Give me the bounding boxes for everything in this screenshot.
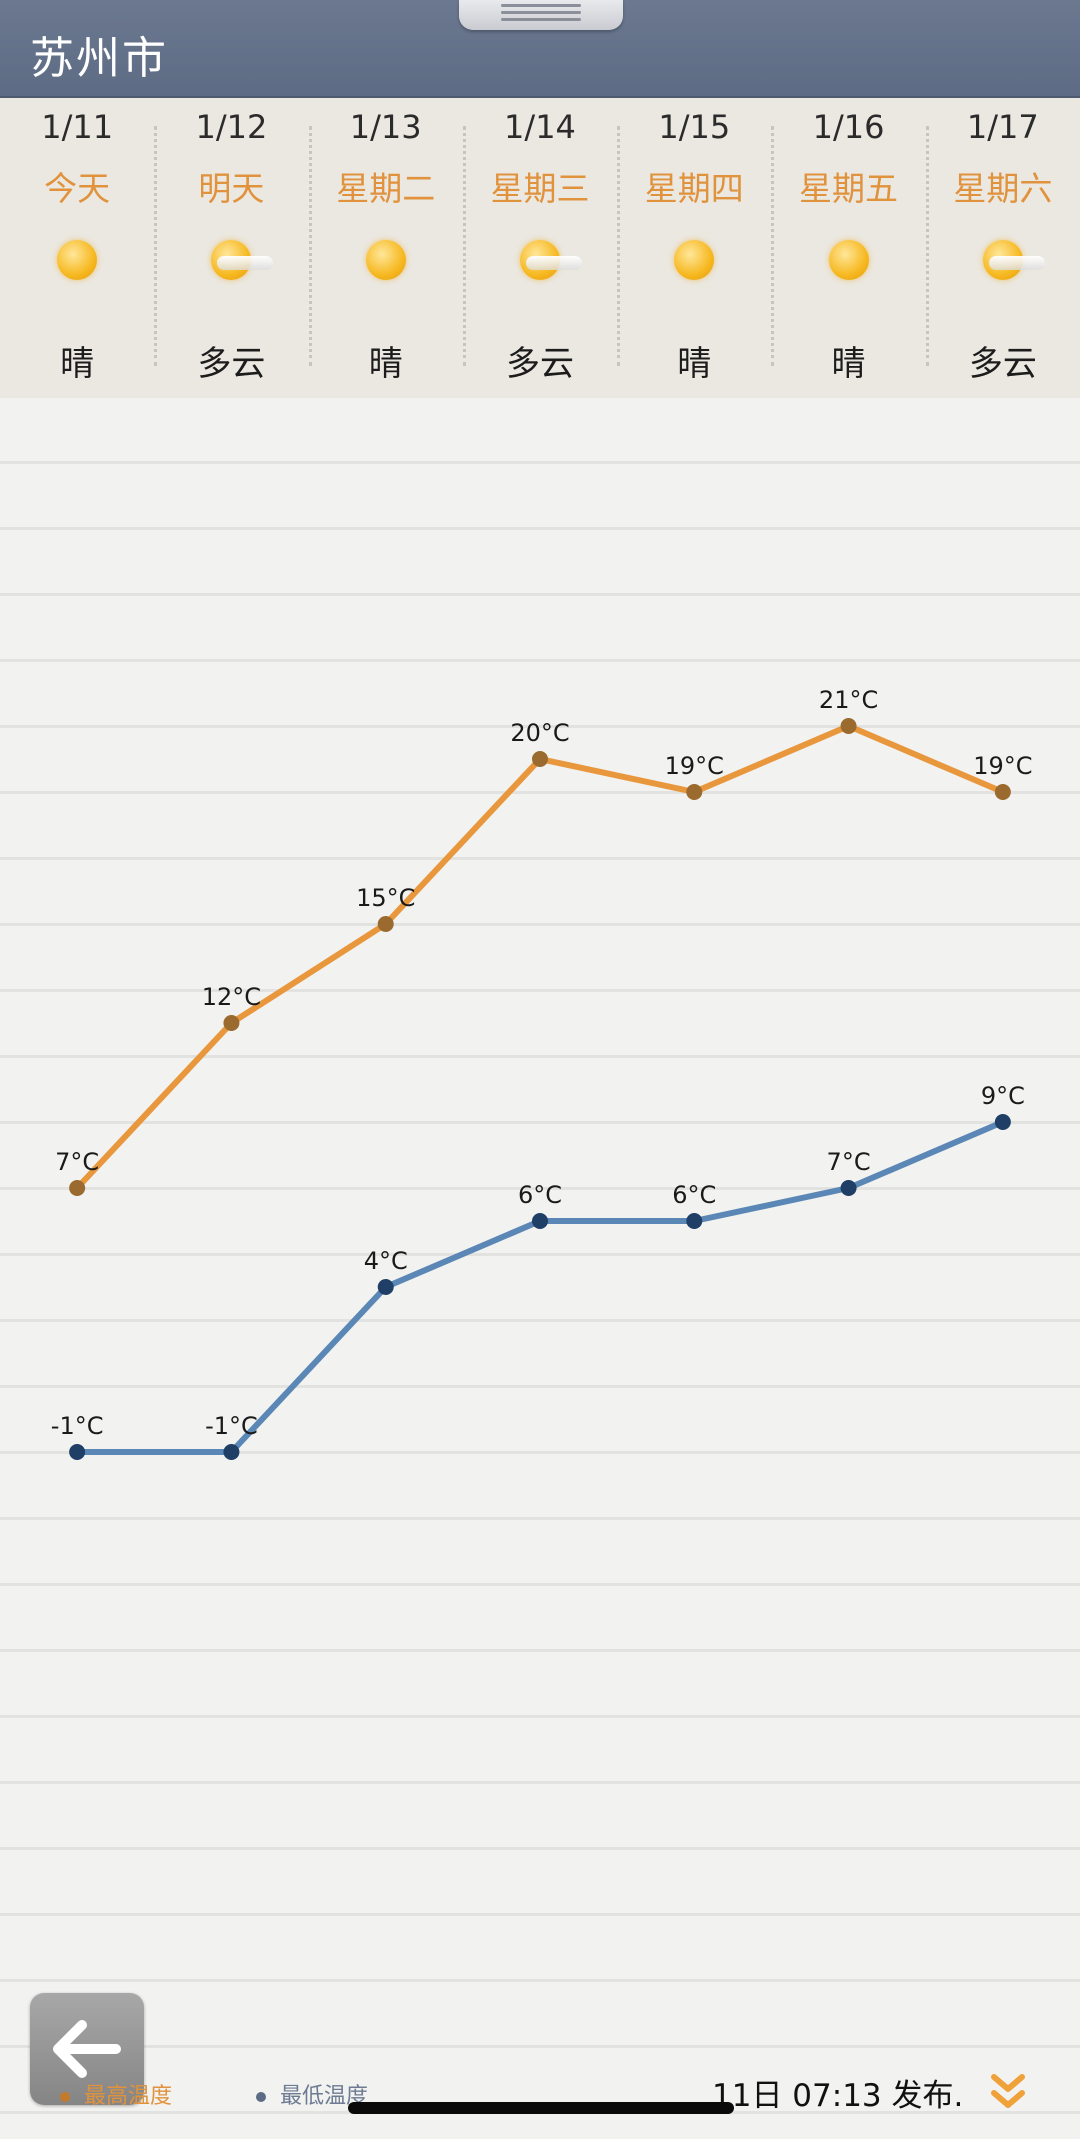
sunny-icon (57, 240, 98, 280)
data-label: 21°C (819, 686, 878, 714)
data-point (377, 1279, 394, 1295)
data-label: 9°C (981, 1082, 1025, 1110)
forecast-condition: 多云 (505, 344, 574, 384)
back-button[interactable] (30, 1993, 144, 2105)
back-arrow-icon (53, 2020, 121, 2078)
data-label: 6°C (518, 1181, 562, 1209)
data-label: 15°C (356, 884, 415, 912)
forecast-weekday: 星期六 (953, 169, 1053, 208)
data-point (223, 1015, 240, 1031)
forecast-condition: 晴 (831, 344, 866, 384)
forecast-weekday: 星期三 (490, 169, 590, 208)
forecast-date: 1/17 (966, 108, 1039, 146)
forecast-condition: 多云 (968, 344, 1037, 384)
legend-high-dot (60, 2092, 70, 2102)
data-label: 12°C (202, 983, 261, 1011)
data-point (840, 1180, 857, 1196)
cloudy-icon (519, 240, 582, 280)
pull-down-handle[interactable] (459, 0, 623, 30)
data-point (377, 916, 394, 932)
forecast-condition: 多云 (197, 344, 266, 384)
forecast-condition: 晴 (677, 344, 712, 384)
data-label: 19°C (665, 752, 724, 780)
data-label: 7°C (55, 1148, 99, 1176)
data-label: 19°C (973, 752, 1032, 780)
temperature-chart-area: 7°C 12°C 15°C 20°C 19°C 21°C 19°C -1°C -1°C 4°C 6°… (0, 398, 1080, 2139)
forecast-date: 1/13 (349, 108, 422, 146)
forecast-day-3: 1/14 星期三多云 (462, 98, 617, 398)
data-point (686, 784, 703, 800)
forecast-day-6: 1/17 星期六多云 (925, 98, 1080, 398)
legend-high-label: 最高温度 (84, 2084, 173, 2109)
forecast-date: 1/14 (504, 108, 576, 146)
data-point (840, 718, 857, 734)
data-label: 7°C (827, 1148, 871, 1176)
forecast-weekday: 星期四 (644, 169, 744, 208)
sunny-icon (365, 240, 406, 280)
data-point (532, 1213, 548, 1229)
data-point (69, 1444, 86, 1460)
data-point (69, 1180, 86, 1196)
forecast-weekday: 今天 (44, 169, 111, 208)
forecast-strip: 1/11 今天晴 1/12 明天多云 1/13 星期二晴 1/14 星期三多云 1/15 星期四晴… (0, 98, 1080, 398)
sunny-icon (828, 240, 869, 280)
forecast-day-4: 1/15 星期四晴 (617, 98, 771, 398)
forecast-weekday: 星期二 (336, 169, 436, 208)
legend-high: 最高温度 (60, 2078, 172, 2110)
forecast-date: 1/12 (195, 108, 268, 146)
city-title: 苏州市 (30, 33, 168, 84)
forecast-weekday: 星期五 (799, 169, 899, 208)
forecast-day-5: 1/16 星期五晴 (771, 98, 925, 398)
expand-chevron-icon[interactable] (990, 2071, 1026, 2111)
forecast-date: 1/11 (41, 108, 114, 146)
forecast-weekday: 明天 (198, 169, 265, 208)
forecast-condition: 晴 (60, 344, 95, 384)
data-label: 20°C (510, 719, 569, 747)
legend-low-dot (256, 2092, 266, 2102)
publish-time: 11日 07:13 发布. (712, 2078, 964, 2114)
forecast-day-0: 1/11 今天晴 (0, 98, 154, 398)
data-label: -1°C (205, 1412, 258, 1440)
home-indicator[interactable] (348, 2102, 734, 2114)
forecast-condition: 晴 (368, 344, 403, 384)
data-point (994, 784, 1011, 800)
forecast-day-2: 1/13 星期二晴 (308, 98, 463, 398)
data-label: 4°C (364, 1247, 408, 1275)
cloudy-icon (982, 240, 1045, 280)
data-point (532, 751, 548, 767)
data-label: -1°C (51, 1412, 104, 1440)
data-point (994, 1114, 1011, 1130)
data-point (686, 1213, 703, 1229)
temperature-chart: 7°C 12°C 15°C 20°C 19°C 21°C 19°C -1°C -1°C 4°C 6°… (51, 686, 1033, 1460)
forecast-date: 1/15 (658, 108, 731, 146)
data-point (223, 1444, 240, 1460)
header-bar: 苏州市 (0, 0, 1080, 98)
cloudy-icon (211, 240, 274, 280)
forecast-day-1: 1/12 明天多云 (154, 98, 308, 398)
series-line-0 (74, 723, 1005, 1191)
data-label: 6°C (672, 1181, 716, 1209)
forecast-date: 1/16 (812, 108, 885, 146)
sunny-icon (674, 240, 715, 280)
